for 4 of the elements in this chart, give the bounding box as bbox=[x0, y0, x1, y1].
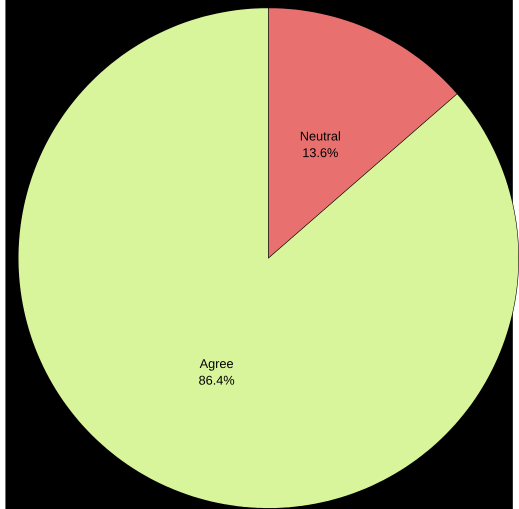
data-label: 86.4% bbox=[199, 376, 234, 385]
slice-label: Neutral bbox=[300, 131, 340, 140]
slice-label: Agree bbox=[200, 359, 233, 370]
data-label: 13.6% bbox=[303, 148, 338, 158]
